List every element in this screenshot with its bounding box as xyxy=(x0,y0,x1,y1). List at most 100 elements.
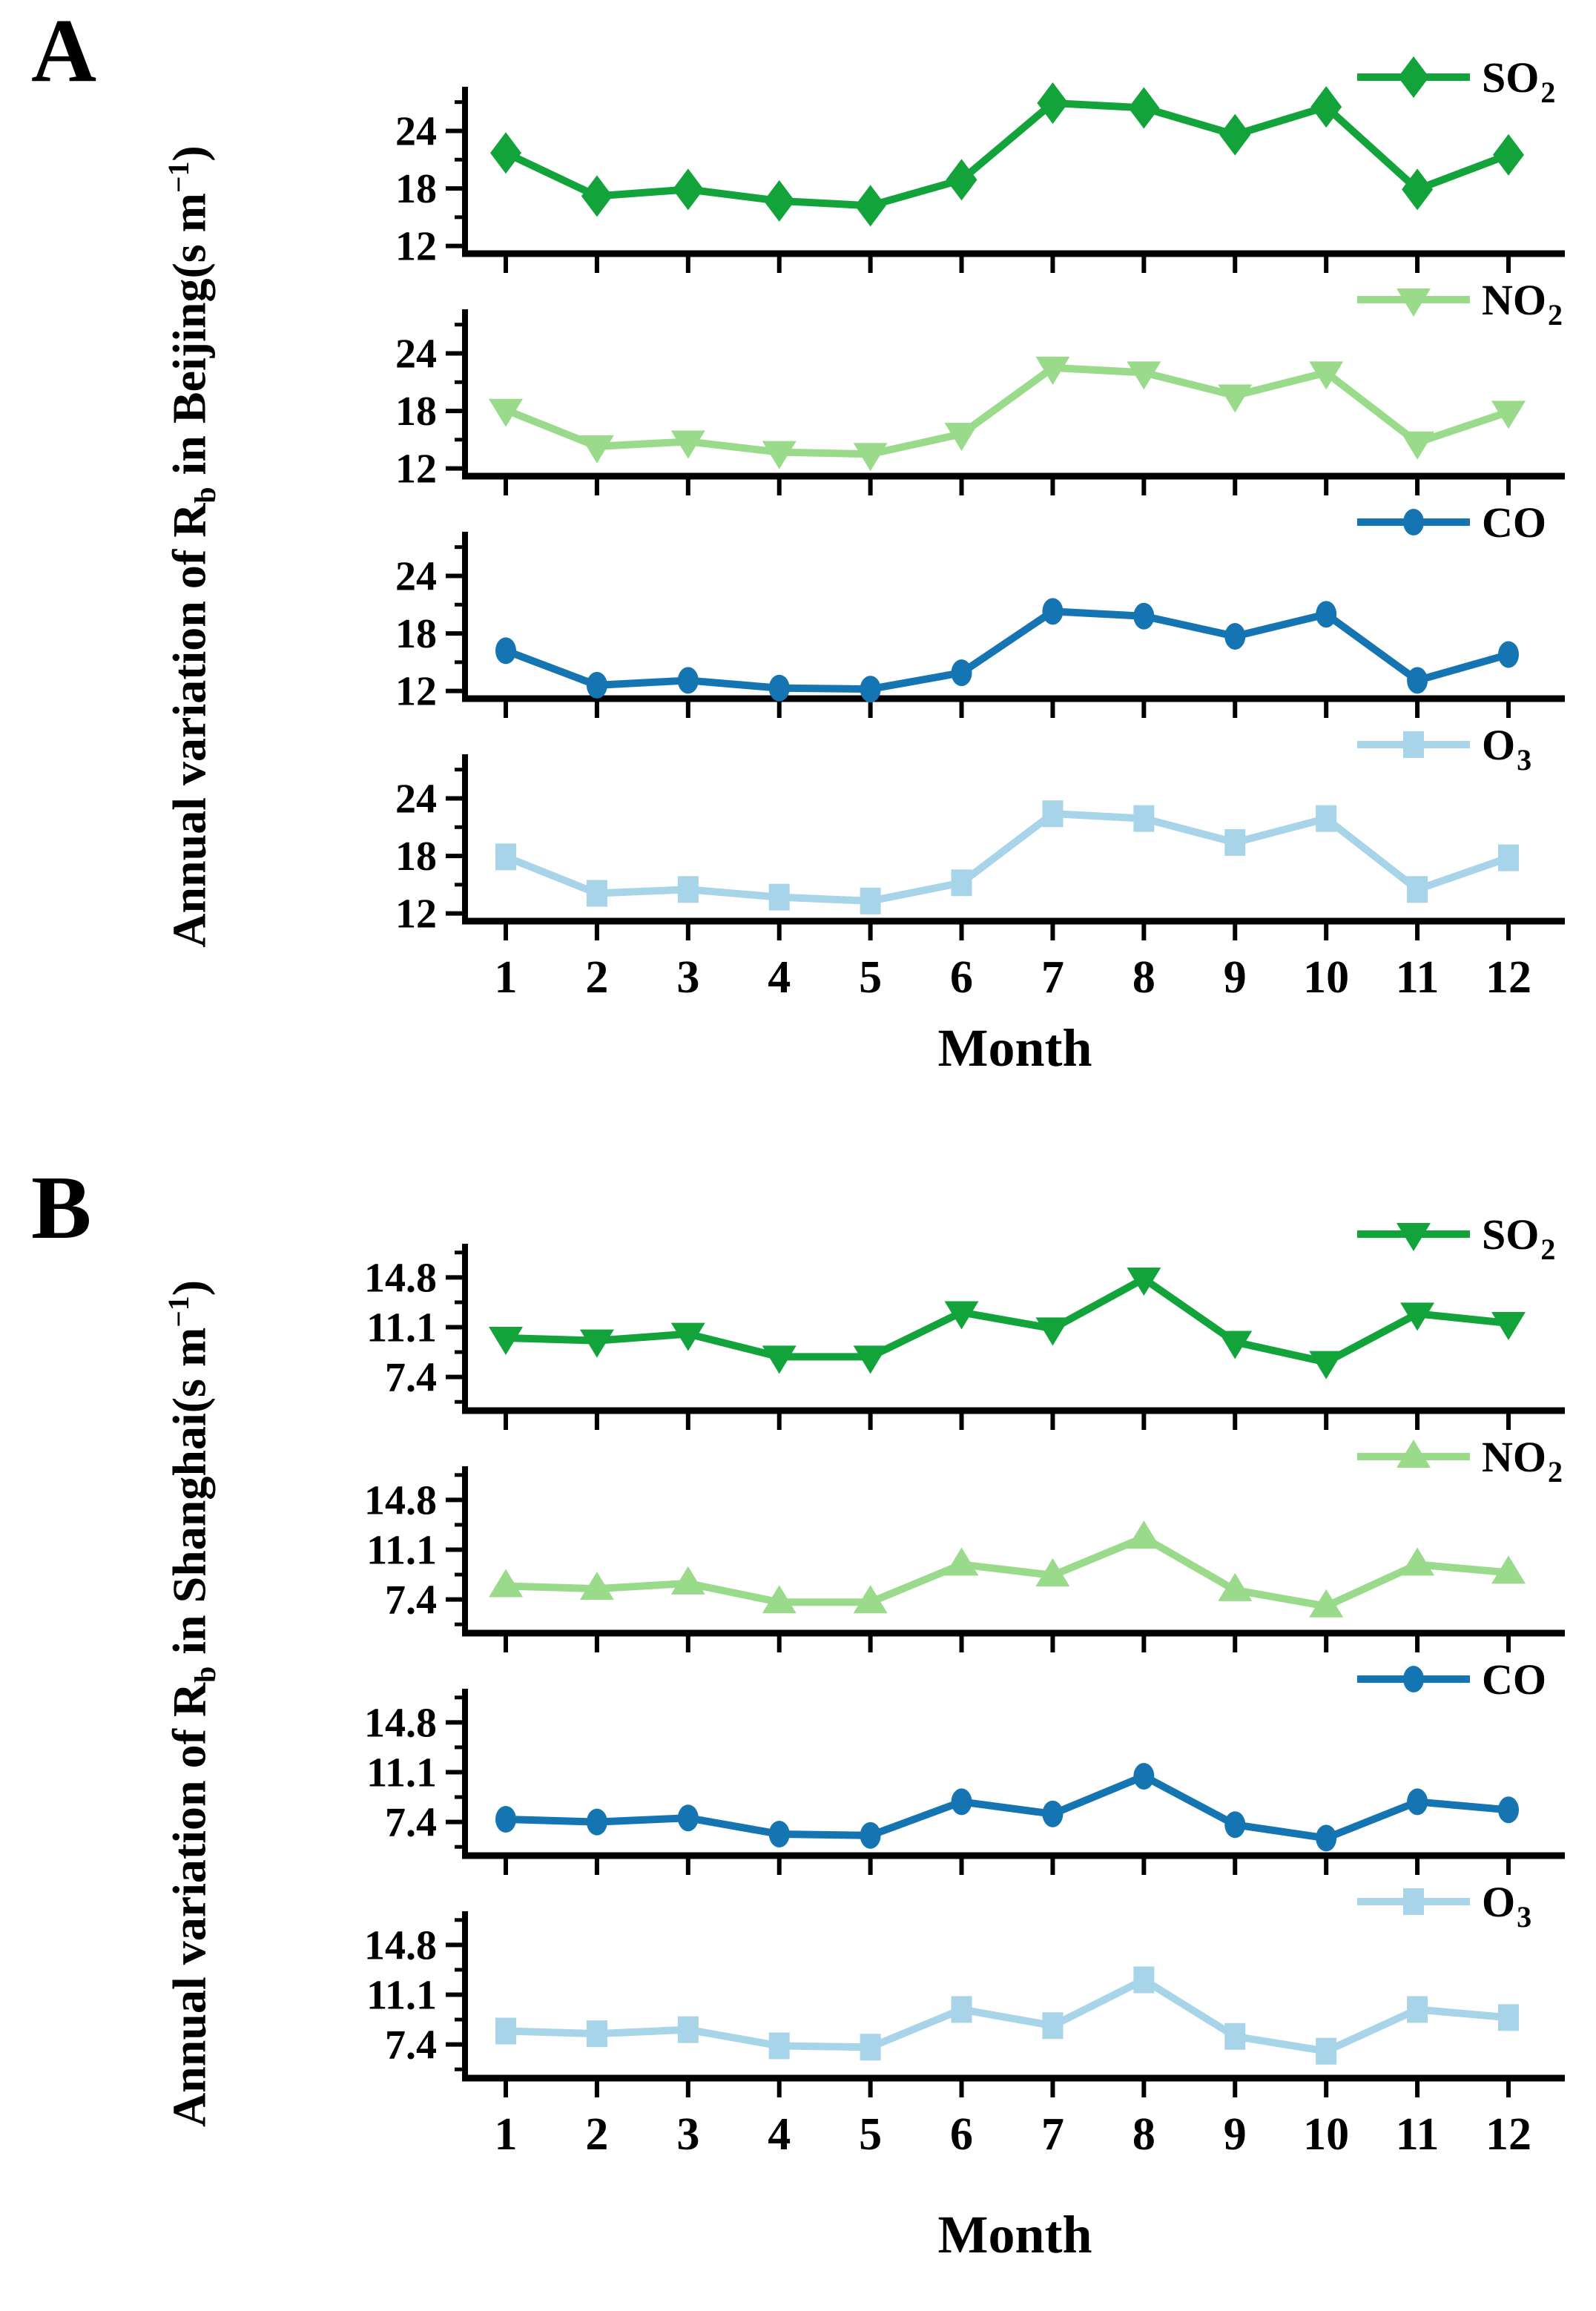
subplot-a-co: 12 18 24 CO xyxy=(395,498,1565,718)
y-title-text: ) xyxy=(162,145,216,162)
series-line xyxy=(502,607,1512,693)
data-point-marker xyxy=(1219,113,1251,156)
data-point-marker xyxy=(1309,1589,1344,1618)
data-point-marker xyxy=(1224,622,1246,650)
data-point-marker xyxy=(854,185,886,227)
data-point-marker xyxy=(489,398,523,427)
y-tick-label: 18 xyxy=(395,389,437,435)
y-tick-label: 18 xyxy=(395,611,437,657)
x-tick-label: 11 xyxy=(1396,2109,1440,2160)
data-point-marker xyxy=(1035,1317,1070,1346)
data-point-marker xyxy=(1133,602,1155,630)
y-title-subscript: b xyxy=(189,487,222,504)
data-point-marker xyxy=(1035,356,1070,385)
y-tick-label: 24 xyxy=(395,776,437,822)
data-point-marker xyxy=(670,430,705,459)
x-tick-label: 2 xyxy=(585,952,608,1003)
data-point-marker xyxy=(1042,2012,1064,2040)
series-line xyxy=(502,1534,1512,1610)
data-point-marker xyxy=(495,843,516,871)
data-point-marker xyxy=(944,1301,979,1330)
x-tick-label: 2 xyxy=(585,2109,608,2160)
data-point-marker xyxy=(1309,361,1344,390)
data-point-marker xyxy=(1310,86,1342,128)
data-point-marker xyxy=(1127,1520,1161,1549)
data-point-marker xyxy=(1402,168,1434,211)
y-tick-label: 12 xyxy=(395,669,437,715)
series-line xyxy=(502,1275,1512,1366)
data-point-marker xyxy=(768,1820,790,1847)
data-point-marker xyxy=(495,637,516,665)
panel-a-x-axis-label: Month xyxy=(937,1018,1092,1078)
y-tick-label: 11.1 xyxy=(366,1750,437,1796)
y-tick-label: 24 xyxy=(395,331,437,377)
data-point-marker xyxy=(677,876,699,903)
y-tick-label: 12 xyxy=(395,891,437,937)
data-point-marker xyxy=(1218,384,1253,413)
legend-marker xyxy=(1398,56,1429,98)
legend-marker xyxy=(1396,1440,1431,1468)
data-point-marker xyxy=(670,1322,705,1351)
data-point-marker xyxy=(860,676,881,703)
x-tick-label: 9 xyxy=(1224,2109,1247,2160)
legend-label: CO xyxy=(1482,1655,1546,1704)
data-point-marker xyxy=(1498,1796,1519,1824)
subplot-a-no2: 12 18 24 NO2 xyxy=(395,276,1565,495)
legend-marker xyxy=(1396,1223,1431,1251)
panel-a: A Annual variation of Rb in Beijing(s m−… xyxy=(0,0,1596,1154)
y-tick-label: 7.4 xyxy=(385,1800,437,1846)
legend-marker xyxy=(1403,1666,1424,1692)
data-point-marker xyxy=(1407,667,1428,694)
y-title-superscript: −1 xyxy=(162,1296,195,1328)
data-point-marker xyxy=(763,179,795,222)
data-point-marker xyxy=(489,1569,523,1598)
panel-a-y-axis-title: Annual variation of Rb in Beijing(s m−1) xyxy=(162,27,222,1066)
data-point-marker xyxy=(762,1585,797,1614)
data-point-marker xyxy=(586,671,607,699)
data-point-marker xyxy=(672,168,704,211)
y-tick-label: 14.8 xyxy=(364,1255,437,1301)
x-tick-label: 9 xyxy=(1224,952,1247,1003)
data-point-marker xyxy=(1316,1824,1337,1852)
subplot-b-so2: 7.411.114.8 SO2 xyxy=(364,1210,1565,1430)
data-point-marker xyxy=(1128,87,1160,129)
x-tick-label: 5 xyxy=(859,2109,882,2160)
x-tick-label: 7 xyxy=(1041,2109,1064,2160)
data-point-marker xyxy=(1400,1302,1435,1331)
y-tick-label: 14.8 xyxy=(364,1922,437,1968)
legend-marker xyxy=(1403,731,1424,758)
legend-label: SO2 xyxy=(1482,1210,1555,1266)
y-tick-label: 18 xyxy=(395,834,437,880)
y-tick-label: 7.4 xyxy=(385,1578,437,1623)
y-tick-label: 11.1 xyxy=(366,1973,437,2019)
legend-label: SO2 xyxy=(1482,53,1555,109)
y-title-subscript: b xyxy=(189,1666,222,1683)
x-tick-label: 7 xyxy=(1041,952,1064,1003)
panel-a-letter: A xyxy=(31,1,97,101)
series-line xyxy=(502,810,1512,905)
data-point-marker xyxy=(579,1572,614,1600)
data-point-marker xyxy=(495,2017,516,2045)
data-point-marker xyxy=(670,1566,705,1595)
data-point-marker xyxy=(1133,805,1155,832)
y-title-text: in Beijing(s m xyxy=(162,193,216,487)
data-point-marker xyxy=(581,175,613,217)
y-title-text: Annual variation of R xyxy=(162,1682,216,2128)
x-tick-label: 3 xyxy=(676,2109,699,2160)
data-point-marker xyxy=(1042,598,1064,625)
legend-label: NO2 xyxy=(1482,1433,1563,1489)
data-point-marker xyxy=(579,435,614,464)
x-tick-label: 4 xyxy=(768,2109,791,2160)
series-line xyxy=(502,1772,1512,1842)
data-point-marker xyxy=(1035,1557,1070,1586)
y-title-text: ) xyxy=(162,1279,216,1296)
data-point-marker xyxy=(946,159,977,201)
data-point-marker xyxy=(1493,133,1524,176)
data-point-marker xyxy=(951,659,972,687)
x-tick-label: 3 xyxy=(676,952,699,1003)
data-point-marker xyxy=(860,887,881,914)
data-point-marker xyxy=(944,1547,979,1576)
x-tick-label: 1 xyxy=(495,2109,518,2160)
data-point-marker xyxy=(860,2034,881,2061)
